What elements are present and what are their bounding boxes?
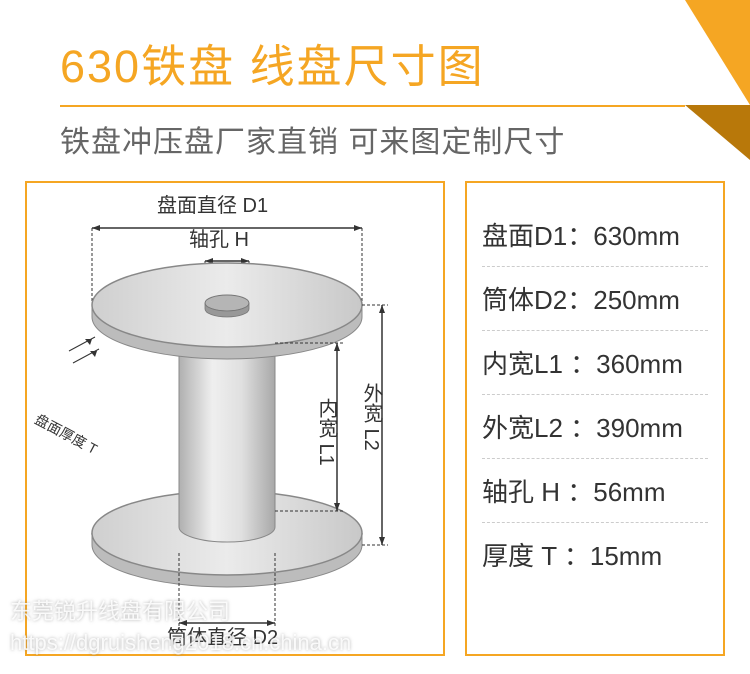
label-d1: 盘面直径 D1 xyxy=(157,189,268,218)
label-l1: 内宽 L1 xyxy=(312,398,341,466)
spec-row-l1: 内宽L1 ：360mm xyxy=(482,331,708,395)
label-d2: 筒体直径 D2 xyxy=(167,621,278,650)
page-subtitle: 铁盘冲压盘厂家直销 可来图定制尺寸 xyxy=(60,117,690,161)
label-l2: 外宽 L2 xyxy=(357,383,386,451)
spec-label: 厚度 T xyxy=(482,541,557,571)
spec-label: 内宽L1 xyxy=(482,349,563,379)
spec-label: 外宽L2 xyxy=(482,413,563,443)
header: 630铁盘 线盘尺寸图 铁盘冲压盘厂家直销 可来图定制尺寸 xyxy=(0,0,750,161)
spec-value: 15mm xyxy=(590,541,662,571)
spec-value: 56mm xyxy=(593,477,665,507)
label-h: 轴孔 H xyxy=(189,223,249,252)
spec-value: 360mm xyxy=(596,349,683,379)
spec-row-l2: 外宽L2 ：390mm xyxy=(482,395,708,459)
specs-panel: 盘面D1：630mm 筒体D2：250mm 内宽L1 ：360mm 外宽L2 ：… xyxy=(465,181,725,656)
spec-value: 630mm xyxy=(593,221,680,251)
spec-row-h: 轴孔 H ：56mm xyxy=(482,459,708,523)
spec-label: 盘面D1 xyxy=(482,221,567,251)
spec-label: 轴孔 H xyxy=(482,477,560,507)
spec-label: 筒体D2 xyxy=(482,285,567,315)
spec-row-d1: 盘面D1：630mm xyxy=(482,203,708,267)
spec-value: 250mm xyxy=(593,285,680,315)
diagram-panel: 盘面直径 D1 轴孔 H 盘面厚度 T 内宽 L1 外宽 L2 筒体直径 D2 xyxy=(25,181,445,656)
spec-value: 390mm xyxy=(596,413,683,443)
spec-row-d2: 筒体D2：250mm xyxy=(482,267,708,331)
title-divider xyxy=(60,105,685,107)
spec-row-t: 厚度 T ：15mm xyxy=(482,523,708,586)
page-title: 630铁盘 线盘尺寸图 xyxy=(60,30,690,95)
content-area: 盘面直径 D1 轴孔 H 盘面厚度 T 内宽 L1 外宽 L2 筒体直径 D2 xyxy=(0,161,750,656)
